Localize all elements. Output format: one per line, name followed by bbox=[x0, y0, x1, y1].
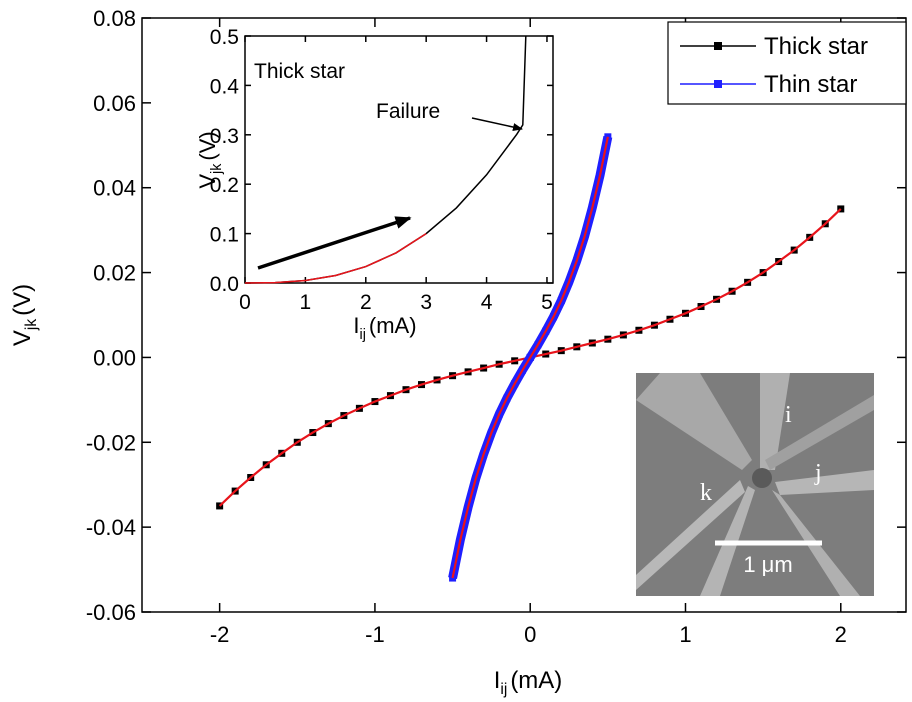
label-main: I bbox=[494, 667, 501, 694]
direction-arrow bbox=[257, 216, 412, 270]
y-tick-label: 0.08 bbox=[93, 6, 136, 31]
label-unit: (V) bbox=[195, 131, 220, 160]
y-tick-label: 0.04 bbox=[93, 176, 136, 201]
axis-label: Iij (mA) bbox=[494, 667, 563, 698]
legend: Thick star Thin star bbox=[667, 21, 907, 105]
y-tick-label: 0.06 bbox=[93, 91, 136, 116]
x-tick-label: 4 bbox=[481, 291, 493, 314]
label-sub: ij bbox=[360, 327, 366, 343]
label-unit: (V) bbox=[9, 284, 36, 316]
inset-title: Thick star bbox=[254, 60, 345, 83]
legend-marker bbox=[714, 42, 722, 50]
label-main: V bbox=[9, 330, 36, 346]
y-tick-label: 0.00 bbox=[93, 345, 136, 370]
legend-label: Thin star bbox=[764, 71, 857, 98]
scale-bar-label: 1 μm bbox=[743, 552, 792, 577]
wire bbox=[636, 373, 752, 470]
wire bbox=[636, 480, 745, 590]
axis-label: Vjk (V) bbox=[9, 284, 40, 346]
inset-chart: 0 1 2 3 4 5 0.0 0.1 0.2 0.3 0.4 0.5 Thick star Failur… bbox=[195, 26, 554, 343]
x-tick-label: 5 bbox=[541, 291, 553, 314]
label-main: V bbox=[195, 174, 220, 189]
x-tick-label: 2 bbox=[835, 622, 847, 647]
y-tick-label: 0.0 bbox=[210, 273, 239, 296]
sem-label: i bbox=[785, 402, 792, 428]
data-marker bbox=[604, 133, 612, 141]
y-tick-label: 0.3 bbox=[210, 125, 239, 148]
y-tick-label: 0.2 bbox=[210, 174, 239, 197]
sem-label: j bbox=[814, 460, 822, 486]
y-tick-label: 0.4 bbox=[210, 75, 240, 98]
sem-image: i j k 1 μm bbox=[636, 373, 874, 596]
axis-label: Vjk (V) bbox=[195, 131, 225, 188]
y-tick-label: 0.02 bbox=[93, 261, 136, 286]
x-tick-label: 1 bbox=[300, 291, 312, 314]
sem-label: k bbox=[700, 480, 712, 506]
y-tick-label: -0.04 bbox=[86, 515, 136, 540]
wire bbox=[765, 395, 874, 470]
wire bbox=[760, 373, 790, 470]
data-marker bbox=[837, 205, 845, 213]
plot-frame bbox=[244, 35, 554, 284]
y-tick-label: -0.06 bbox=[86, 600, 136, 625]
label-sub: jk bbox=[23, 319, 40, 331]
axis-label: Iij (mA) bbox=[353, 313, 416, 343]
x-tick-label: 0 bbox=[524, 622, 536, 647]
label-sub: jk bbox=[209, 163, 225, 175]
series-line bbox=[244, 232, 427, 284]
wire bbox=[775, 470, 874, 495]
x-tick-label: 0 bbox=[239, 291, 251, 314]
annotation-arrow bbox=[471, 117, 523, 131]
label-unit: (mA) bbox=[369, 313, 417, 338]
y-tick-label: -0.02 bbox=[86, 430, 136, 455]
legend-marker bbox=[714, 80, 722, 88]
label-main: I bbox=[353, 313, 359, 338]
label-sub: ij bbox=[500, 681, 507, 698]
x-tick-label: 2 bbox=[360, 291, 372, 314]
label-unit: (mA) bbox=[510, 667, 562, 694]
x-tick-label: 3 bbox=[420, 291, 432, 314]
legend-label: Thick star bbox=[764, 33, 868, 60]
y-tick-label: 0.5 bbox=[210, 26, 239, 49]
fit-line bbox=[451, 136, 609, 579]
x-tick-label: 1 bbox=[679, 622, 691, 647]
junction bbox=[752, 468, 772, 488]
x-tick-label: -1 bbox=[365, 622, 385, 647]
annotation: Failure bbox=[376, 100, 440, 123]
legend-box bbox=[667, 21, 907, 105]
y-tick-label: 0.1 bbox=[210, 224, 239, 247]
x-tick-label: -2 bbox=[210, 622, 230, 647]
